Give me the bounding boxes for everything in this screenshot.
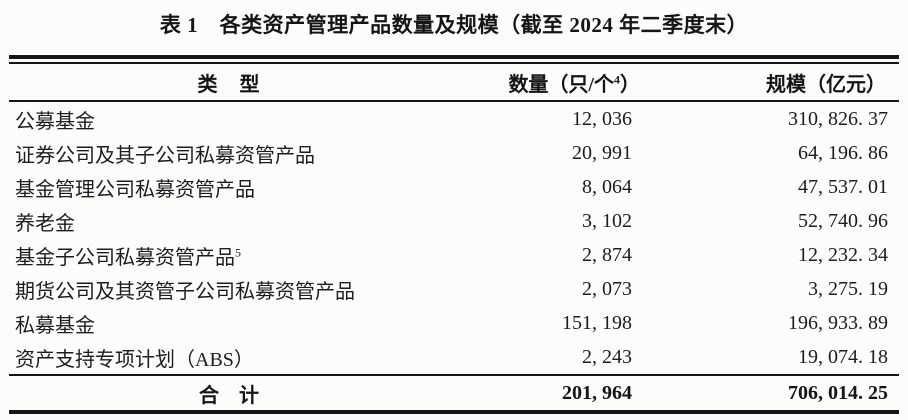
cell-scale: 19, 074. 18: [798, 345, 888, 368]
cell-type: 证券公司及其子公司私募资管产品: [9, 136, 449, 170]
cell-type: 基金子公司私募资管产品5: [9, 238, 449, 272]
cell-type: 公募基金: [9, 101, 449, 136]
cell-type: 基金管理公司私募资管产品: [9, 170, 449, 204]
cell-scale: 52, 740. 96: [798, 209, 888, 232]
cell-scale: 310, 826. 37: [788, 107, 888, 130]
cell-type: 期货公司及其资管子公司私募资管产品: [9, 272, 449, 306]
footnote-marker-4: 4: [614, 71, 620, 86]
type-label: 期货公司及其资管子公司私募资管产品: [15, 280, 355, 303]
cell-count: 2, 874: [582, 243, 632, 266]
top-rule-inner: [9, 62, 899, 64]
cell-count: 8, 064: [582, 175, 632, 198]
cell-scale: 196, 933. 89: [788, 311, 888, 334]
cell-type: 私募基金: [9, 306, 449, 340]
cell-count: 3, 102: [582, 209, 632, 232]
type-label: 公募基金: [15, 110, 95, 133]
column-header-count-close: ）: [620, 73, 640, 96]
type-label: 基金子公司私募资管产品: [15, 246, 235, 269]
cell-scale: 12, 232. 34: [798, 243, 888, 266]
cell-scale: 47, 537. 01: [798, 175, 888, 198]
header-row: 类 型 数量（只/个4） 规模（亿元）: [9, 64, 899, 102]
type-label: 资产支持专项计划（ABS）: [15, 348, 254, 371]
cell-count: 2, 243: [582, 345, 632, 368]
cell-scale: 3, 275. 19: [808, 277, 888, 300]
cell-type: 资产支持专项计划（ABS）: [9, 340, 449, 375]
asset-products-table: 类 型 数量（只/个4） 规模（亿元） 公募基金 12, 036 310, 82…: [9, 64, 899, 410]
table-title: 表 1 各类资产管理产品数量及规模（截至 2024 年二季度末）: [159, 13, 749, 37]
cell-count: 2, 073: [582, 277, 632, 300]
type-label: 基金管理公司私募资管产品: [15, 178, 255, 201]
type-label: 私募基金: [15, 314, 95, 337]
total-row: 合 计 201, 964 706, 014. 25: [9, 374, 899, 410]
table-row-fund-mgmt-co-products: 基金管理公司私募资管产品 8, 064 47, 537. 01: [9, 170, 899, 204]
total-count: 201, 964: [449, 374, 641, 410]
table-region: 类 型 数量（只/个4） 规模（亿元） 公募基金 12, 036 310, 82…: [9, 55, 899, 414]
table-row-futures-co-products: 期货公司及其资管子公司私募资管产品 2, 073 3, 275. 19: [9, 272, 899, 306]
table-row-fund-subsidiary-products: 基金子公司私募资管产品5 2, 874 12, 232. 34: [9, 238, 899, 272]
cell-type: 养老金: [9, 204, 449, 238]
cell-count: 151, 198: [562, 311, 632, 334]
bottom-rule: [9, 410, 899, 414]
top-rule-outer: [9, 55, 899, 59]
type-label: 证券公司及其子公司私募资管产品: [15, 144, 315, 167]
table-row-pension: 养老金 3, 102 52, 740. 96: [9, 204, 899, 238]
table-row-private-funds: 私募基金 151, 198 196, 933. 89: [9, 306, 899, 340]
cell-count: 12, 036: [572, 107, 632, 130]
table-row-public-funds: 公募基金 12, 036 310, 826. 37: [9, 101, 899, 136]
column-header-type: 类 型: [9, 64, 449, 102]
cell-count: 20, 991: [572, 141, 632, 164]
column-header-count-label: 数量（只/个: [508, 73, 614, 96]
cell-scale: 64, 196. 86: [798, 141, 888, 164]
table-row-abs: 资产支持专项计划（ABS） 2, 243 19, 074. 18: [9, 340, 899, 375]
column-header-count: 数量（只/个4）: [449, 64, 641, 102]
total-scale: 706, 014. 25: [641, 374, 899, 410]
footnote-marker-5: 5: [235, 244, 241, 259]
column-header-scale: 规模（亿元）: [641, 64, 899, 102]
total-label: 合 计: [9, 374, 449, 410]
table-row-securities-co-products: 证券公司及其子公司私募资管产品 20, 991 64, 196. 86: [9, 136, 899, 170]
type-label: 养老金: [15, 212, 75, 235]
